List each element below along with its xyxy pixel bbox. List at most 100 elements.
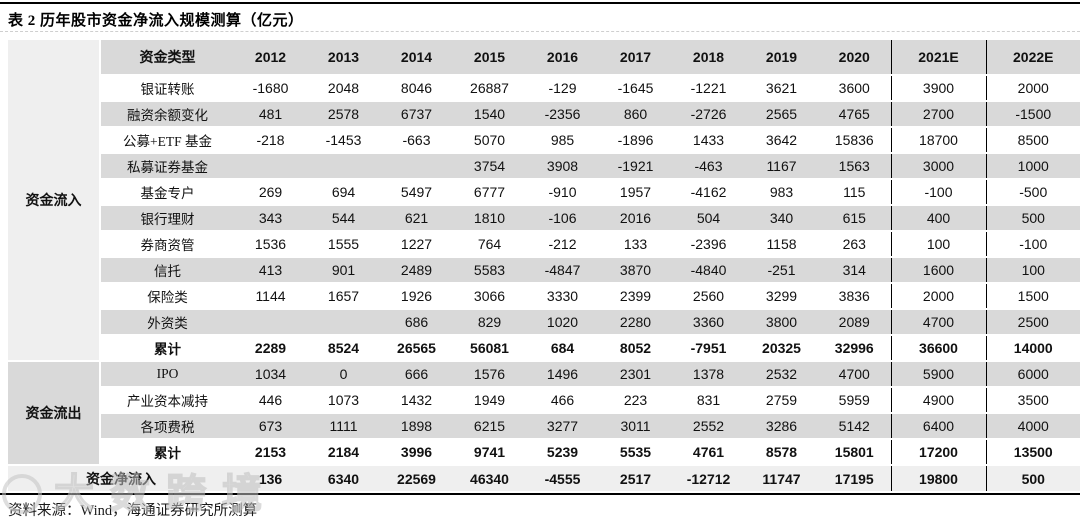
value-cell: 6400 (890, 413, 986, 440)
value-cell: -12712 (672, 465, 745, 491)
value-cell: 1227 (380, 231, 453, 258)
value-cell: 1500 (985, 283, 1080, 310)
value-cell: 684 (526, 335, 599, 362)
row-label-cell: 基金专户 (100, 179, 234, 206)
table-row: 产业资本减持 446 1073 1432 1949 466 223 831 2759 5959 49… (8, 387, 1080, 414)
value-cell: 6215 (453, 413, 526, 440)
value-cell: 1111 (307, 413, 380, 440)
value-cell: 446 (234, 387, 307, 414)
value-cell: 2153 (234, 439, 307, 466)
value-cell: 829 (453, 309, 526, 336)
value-cell: 2089 (818, 309, 891, 336)
table-title: 表 2 历年股市资金净流入规模测算（亿元） (8, 13, 304, 29)
value-cell: -1500 (985, 101, 1080, 128)
value-cell: 983 (745, 179, 818, 206)
year-header: 2020 (818, 40, 891, 76)
table-row: 各项费税 673 1111 1898 6215 3277 3011 2552 3286 5142 6… (8, 413, 1080, 440)
value-cell: 1957 (599, 179, 672, 206)
value-cell: 2532 (745, 361, 818, 388)
table-row: 外资类 686 829 1020 2280 3360 3800 2089 4700 2500 (8, 309, 1080, 336)
value-cell: 3600 (818, 75, 891, 102)
value-cell: 5142 (818, 413, 891, 440)
value-cell: 2552 (672, 413, 745, 440)
value-cell: 26887 (453, 75, 526, 102)
value-cell: 1810 (453, 205, 526, 232)
value-cell: 860 (599, 101, 672, 128)
value-cell: 544 (307, 205, 380, 232)
value-cell: 18700 (890, 127, 986, 154)
value-cell: 1898 (380, 413, 453, 440)
value-cell: 2301 (599, 361, 672, 388)
value-cell: 5959 (818, 387, 891, 414)
value-cell: 343 (234, 205, 307, 232)
value-cell (380, 153, 453, 180)
value-cell: 1657 (307, 283, 380, 310)
value-cell (234, 309, 307, 336)
row-label-cell: 产业资本减持 (100, 387, 234, 414)
value-cell: 1144 (234, 283, 307, 310)
value-cell: 2578 (307, 101, 380, 128)
value-cell: -129 (526, 75, 599, 102)
value-cell: 2517 (599, 465, 672, 491)
value-cell: 36600 (890, 335, 986, 362)
value-cell: 6000 (985, 361, 1080, 388)
value-cell: 3299 (745, 283, 818, 310)
value-cell: 5239 (526, 439, 599, 466)
table-row: 保险类 1144 1657 1926 3066 3330 2399 2560 3299 3836 2… (8, 283, 1080, 310)
value-cell: -500 (985, 179, 1080, 206)
value-cell: 3754 (453, 153, 526, 180)
year-header: 2017 (599, 40, 672, 76)
table-row: 公募+ETF 基金 -218 -1453 -663 5070 985 -1896 1433 36… (8, 127, 1080, 154)
year-header: 2018 (672, 40, 745, 76)
value-cell: 3000 (890, 153, 986, 180)
value-cell: 1034 (234, 361, 307, 388)
table-row: 券商资管 1536 1555 1227 764 -212 133 -2396 1158 263 10… (8, 231, 1080, 258)
row-label-cell: 外资类 (100, 309, 234, 336)
row-label-cell: 公募+ETF 基金 (100, 127, 234, 154)
value-cell: 1926 (380, 283, 453, 310)
value-cell: 13500 (985, 439, 1080, 466)
value-cell: 5497 (380, 179, 453, 206)
value-cell: 2016 (599, 205, 672, 232)
year-header: 2012 (234, 40, 307, 76)
year-header: 2019 (745, 40, 818, 76)
value-cell: 19800 (890, 465, 986, 491)
title-divider (0, 31, 1080, 32)
value-cell: 3277 (526, 413, 599, 440)
value-cell: -251 (745, 257, 818, 284)
value-cell: -4840 (672, 257, 745, 284)
value-cell: 1600 (890, 257, 986, 284)
value-cell: -1221 (672, 75, 745, 102)
value-cell: 1563 (818, 153, 891, 180)
row-label-cell: 银证转账 (100, 75, 234, 102)
group-label-outflow: 资金流出 (8, 361, 101, 466)
value-cell: 100 (985, 257, 1080, 284)
value-cell: 56081 (453, 335, 526, 362)
value-cell: 466 (526, 387, 599, 414)
value-cell: 3836 (818, 283, 891, 310)
source-note: 资料来源：Wind，海通证券研究所测算 (8, 503, 258, 519)
value-cell: 8046 (380, 75, 453, 102)
value-cell: 2000 (985, 75, 1080, 102)
value-cell: 615 (818, 205, 891, 232)
value-cell: -2396 (672, 231, 745, 258)
value-cell: 100 (890, 231, 986, 258)
value-cell: 3360 (672, 309, 745, 336)
table-row: 银行理财 343 544 621 1810 -106 2016 504 340 615 400 500 (8, 205, 1080, 232)
value-cell: 8524 (307, 335, 380, 362)
value-cell: 4900 (890, 387, 986, 414)
value-cell: 4765 (818, 101, 891, 128)
value-cell: 8052 (599, 335, 672, 362)
year-header: 2015 (453, 40, 526, 76)
net-row-label: 资金净流入 (8, 465, 234, 491)
value-cell: 4000 (985, 413, 1080, 440)
value-cell: 115 (818, 179, 891, 206)
value-cell: 223 (599, 387, 672, 414)
value-cell: 621 (380, 205, 453, 232)
value-cell: 2280 (599, 309, 672, 336)
value-cell: -2356 (526, 101, 599, 128)
value-cell: 1000 (985, 153, 1080, 180)
value-cell: -100 (985, 231, 1080, 258)
row-label-cell: 保险类 (100, 283, 234, 310)
